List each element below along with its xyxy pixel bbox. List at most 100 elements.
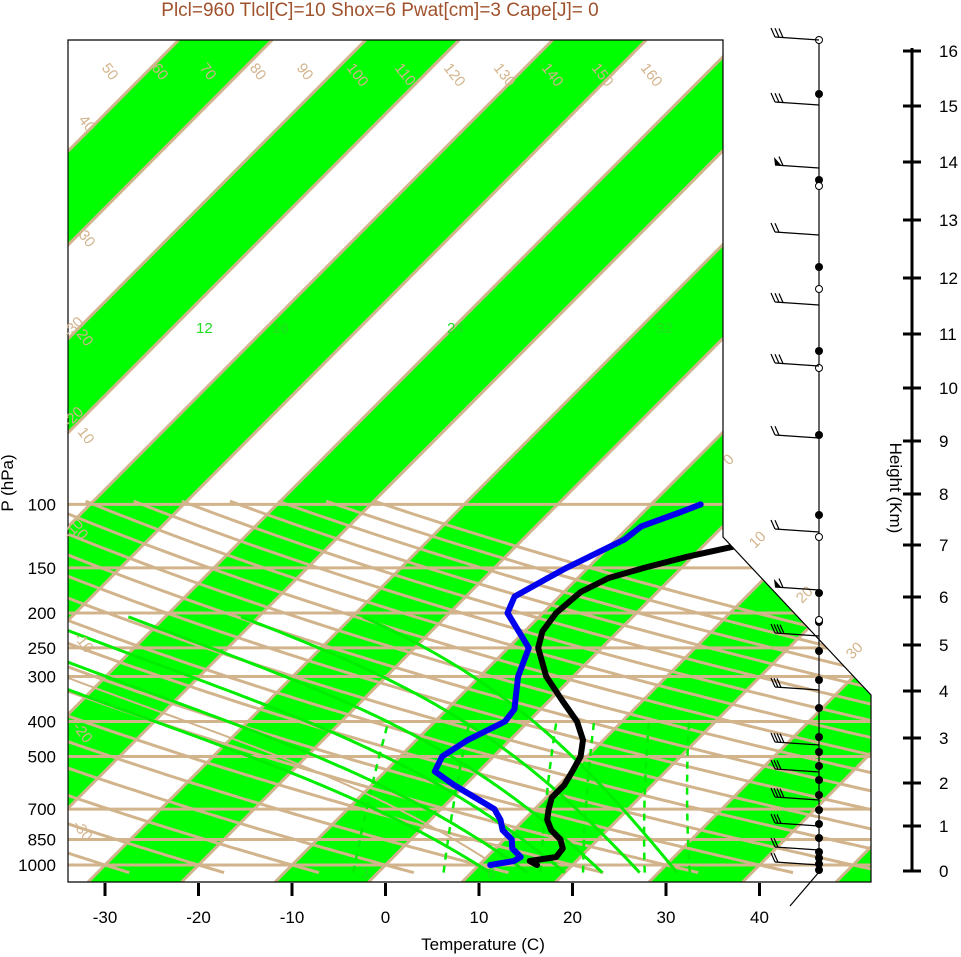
height-tick-label: 14: [939, 153, 958, 172]
wind-barb-panel: [770, 27, 823, 907]
height-tick-label: 6: [939, 588, 948, 607]
dry-adiabat-label: 90: [293, 60, 317, 84]
dry-adiabat: [181, 499, 871, 875]
wind-barb: [770, 27, 820, 41]
mixing-ratio-line: [539, 721, 558, 873]
height-level-dot: [815, 834, 823, 842]
dry-adiabat: [277, 499, 871, 875]
height-level-hollow-dot: [815, 285, 823, 293]
height-level-dot: [815, 820, 823, 828]
dry-adiabat-label: 20: [73, 326, 97, 350]
moist-adiabat: [68, 615, 529, 874]
x-tick-label: -10: [280, 908, 305, 927]
x-tick-label: 10: [470, 908, 489, 927]
dry-adiabat-label: 70: [196, 60, 220, 84]
x-tick-label: 0: [381, 908, 390, 927]
isotherm-line: [461, 40, 871, 882]
height-level-dot: [815, 704, 823, 712]
dry-adiabat: [85, 499, 871, 875]
height-level-dot: [815, 791, 823, 799]
moist-adiabat: [362, 615, 679, 874]
dry-adiabat-label: 40: [75, 112, 99, 136]
wind-barb: [770, 92, 820, 106]
isotherm-line: [68, 40, 835, 882]
height-level-dot: [815, 589, 823, 597]
dry-adiabat-label: 80: [246, 60, 270, 84]
height-level-dot: [815, 733, 823, 741]
p-tick-label: 400: [28, 713, 56, 732]
height-level-hollow-dot: [815, 182, 823, 190]
isotherm-line: [648, 40, 871, 882]
p-tick-label: 250: [28, 639, 56, 658]
temperature-profile: [526, 501, 871, 868]
dry-adiabat-label: 120: [440, 60, 469, 90]
wind-barb: [770, 292, 820, 306]
mixing-ratio-line: [581, 721, 596, 873]
mixing-ratio-lines: [352, 721, 692, 873]
height-tick-label: 3: [939, 729, 948, 748]
wind-barb: [774, 156, 820, 169]
height-tick-label: 15: [939, 97, 958, 116]
dry-adiabat: [68, 499, 871, 875]
chart-title: Plcl=960 Tlcl[C]=10 Shox=6 Pwat[cm]=3 Ca…: [161, 0, 598, 21]
height-tick-label: 9: [939, 432, 948, 451]
height-tick-label: 13: [939, 211, 958, 230]
isotherm-line: [180, 40, 871, 882]
p-tick-label: 100: [28, 495, 56, 514]
dewpoint-profile: [431, 501, 704, 868]
isotherm-label: 10: [746, 528, 770, 552]
isotherm-label: 30: [843, 639, 867, 663]
height-tick-label: 7: [939, 536, 948, 555]
p-tick-label: 500: [28, 747, 56, 766]
height-level-dot: [815, 748, 823, 756]
height-level-dot: [815, 854, 823, 862]
parcel-path: [68, 615, 486, 860]
x-tick-label: 40: [750, 908, 769, 927]
isotherm-line: [68, 40, 461, 882]
x-tick-label: -30: [93, 908, 118, 927]
isotherm-band: [68, 40, 460, 882]
mixing-ratio-label: 3: [361, 865, 369, 882]
dry-adiabat: [68, 499, 871, 875]
wind-barb: [770, 222, 820, 236]
dry-adiabat-label: 50: [98, 60, 122, 84]
height-level-dot: [815, 263, 823, 271]
dry-adiabat: [133, 499, 871, 875]
sounding-profiles: [431, 501, 871, 868]
isotherm-line: [68, 40, 648, 882]
height-level-dot: [815, 762, 823, 770]
wind-baseline: [789, 871, 820, 907]
x-tick-label: -20: [186, 908, 211, 927]
pressure-axis: 100 150 200 250 300 400 500 700 850 1000: [18, 495, 56, 875]
dry-adiabat-label: 60: [148, 60, 172, 84]
height-level-hollow-dot: [815, 533, 823, 541]
height-tick-label: 0: [939, 862, 948, 881]
height-level-dot: [815, 860, 823, 868]
p-tick-label: 700: [28, 800, 56, 819]
height-level-dot: [815, 806, 823, 814]
dry-adiabat: [229, 499, 871, 875]
mixing-ratio-line: [685, 721, 692, 873]
isotherm-band: [68, 40, 647, 882]
height-level-dot: [815, 776, 823, 784]
mixing-ratio-label: 6: [487, 865, 495, 882]
wind-barb: [770, 677, 820, 691]
wind-barb: [770, 353, 820, 367]
height-level-dot: [815, 511, 823, 519]
mixing-ratio-line: [442, 721, 471, 873]
isotherm-line: [554, 40, 871, 882]
parcel-path-line: [68, 615, 486, 860]
mixing-ratio-label: 24: [447, 320, 464, 337]
height-tick-label: 2: [939, 774, 948, 793]
mixing-ratio-label: 16: [272, 320, 289, 337]
wind-barb: [770, 759, 820, 773]
isotherm-line: [68, 40, 741, 882]
height-tick-label: 11: [939, 325, 957, 344]
p-tick-label: 300: [28, 667, 56, 686]
height-tick-label: 8: [939, 485, 948, 504]
wind-barb: [770, 787, 820, 801]
height-level-dot: [815, 176, 823, 184]
height-level-dot: [815, 431, 823, 439]
dry-adiabat: [68, 499, 699, 875]
